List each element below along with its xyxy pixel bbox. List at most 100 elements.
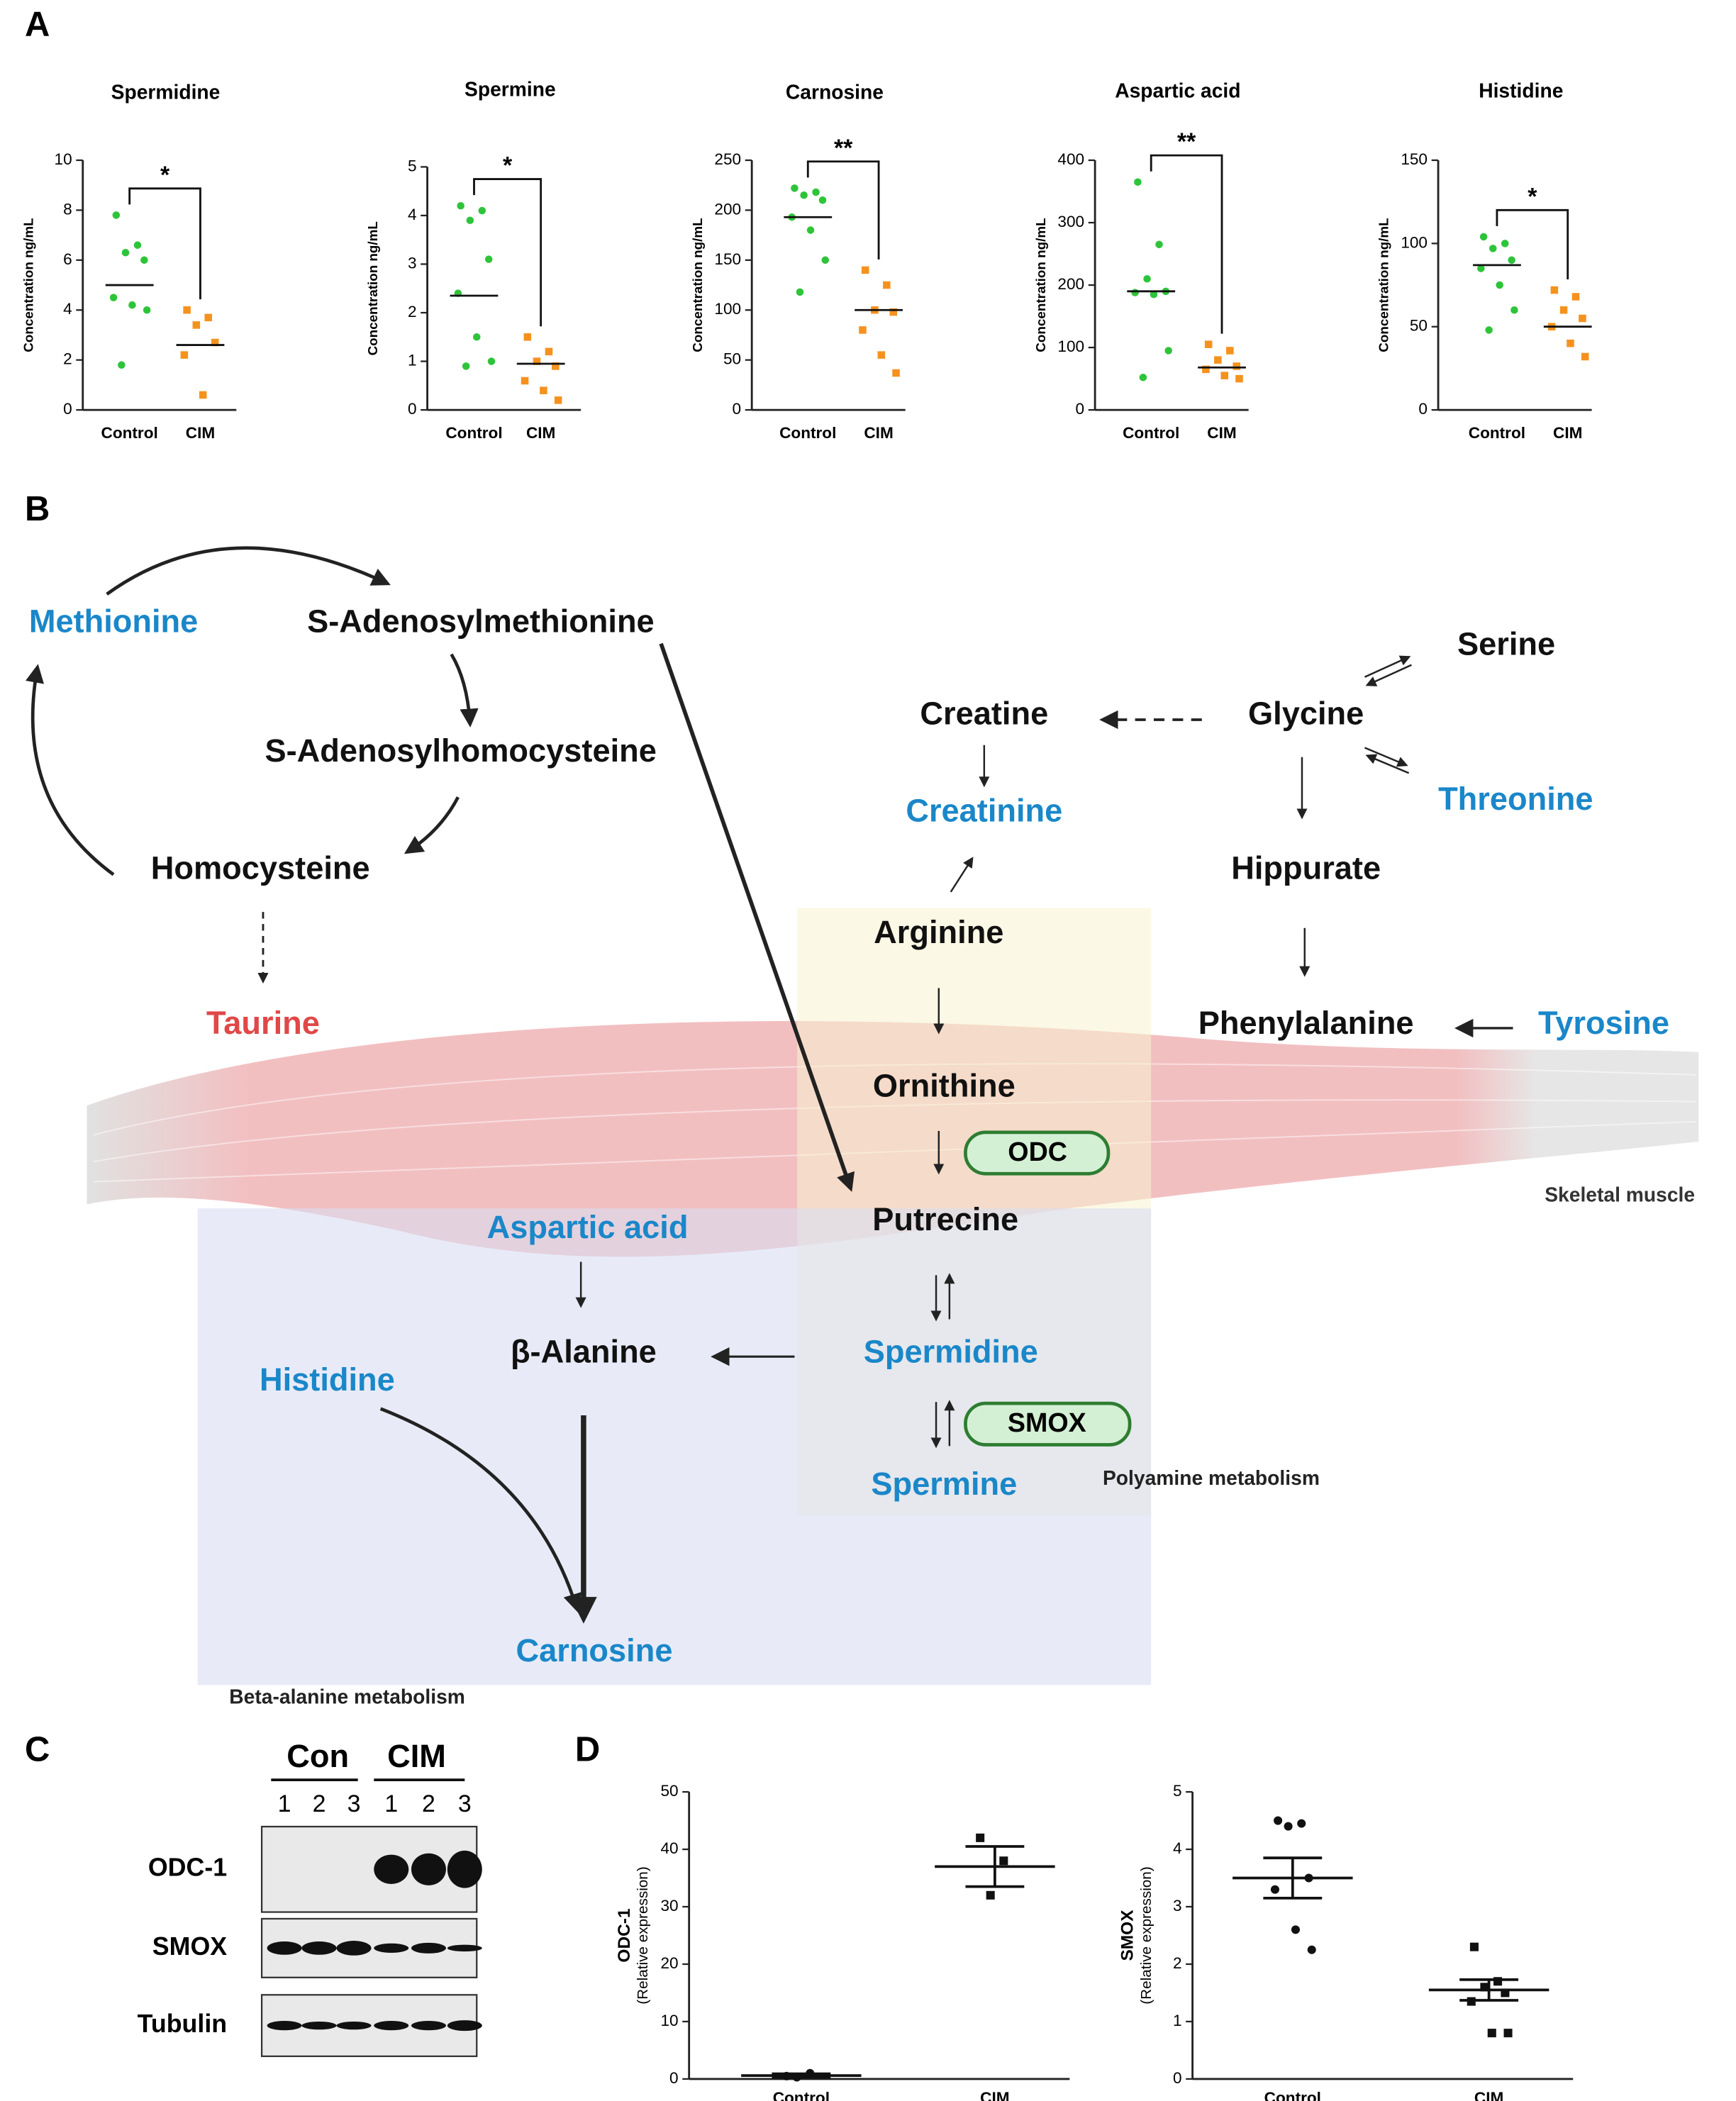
- data-point: [1579, 314, 1586, 323]
- y-tick-label: 50: [723, 350, 741, 368]
- band: [411, 1853, 446, 1885]
- data-point: [1150, 290, 1158, 299]
- data-point: [1496, 281, 1503, 289]
- metabolite: Aspartic acid: [487, 1209, 689, 1245]
- lane-number: 1: [278, 1790, 291, 1817]
- enzyme-label: SMOX: [1008, 1408, 1086, 1437]
- y-tick-label: 5: [1173, 1782, 1182, 1800]
- data-point: [859, 326, 867, 334]
- chart-title: Spermidine: [111, 80, 221, 103]
- data-point: [1503, 2029, 1513, 2038]
- data-point: [1297, 1819, 1306, 1828]
- data-point: [883, 281, 891, 289]
- data-point: [211, 338, 219, 347]
- y-tick-label: 4: [63, 300, 72, 318]
- y-tick-label: 1: [408, 352, 417, 369]
- x-tick-label: CIM: [864, 424, 893, 442]
- data-point: [1131, 289, 1139, 296]
- data-point: [821, 256, 830, 264]
- metabolite: Putrecine: [872, 1201, 1018, 1237]
- lane-number: 3: [347, 1790, 361, 1817]
- band: [267, 1941, 302, 1955]
- data-point: [192, 321, 201, 329]
- arrow: [1365, 754, 1410, 774]
- y-tick-label: 100: [1401, 233, 1428, 251]
- significance: **: [834, 135, 853, 162]
- data-point: [889, 308, 898, 316]
- x-tick-label: Control: [1123, 424, 1179, 442]
- y-tick-label: 4: [1173, 1839, 1182, 1857]
- metabolite: Spermidine: [864, 1333, 1038, 1369]
- data-point: [1214, 356, 1222, 364]
- y-axis-label: Concentration ng/mL: [365, 221, 380, 355]
- metabolite: Creatinine: [906, 793, 1062, 829]
- data-point: [521, 377, 529, 385]
- data-point: [1479, 233, 1488, 241]
- y-axis-label: Concentration ng/mL: [1376, 218, 1391, 352]
- y-tick-label: 20: [660, 1954, 678, 1972]
- data-point: [472, 333, 481, 341]
- y-axis-label: Concentration ng/mL: [1033, 218, 1048, 352]
- y-tick-label: 50: [1410, 317, 1428, 335]
- significance: *: [160, 162, 170, 189]
- data-point: [140, 256, 148, 264]
- band: [336, 2021, 372, 2030]
- metabolite: Threonine: [1438, 781, 1593, 817]
- band: [301, 1941, 337, 1955]
- data-point: [892, 369, 900, 377]
- y-tick-label: 200: [714, 200, 741, 218]
- metabolite: Hippurate: [1231, 850, 1381, 886]
- metabolite: Taurine: [206, 1005, 320, 1041]
- y-tick-label: 3: [1173, 1897, 1182, 1915]
- band: [374, 2021, 409, 2031]
- region-label: Polyamine metabolism: [1103, 1466, 1320, 1489]
- data-point: [143, 306, 151, 314]
- band: [336, 1941, 372, 1956]
- x-tick-label: Control: [1264, 2089, 1321, 2101]
- y-axis-label: ODC-1: [615, 1908, 634, 1962]
- arrow: [1364, 747, 1408, 767]
- x-tick-label: CIM: [186, 424, 215, 442]
- data-point: [1487, 2029, 1496, 2038]
- y-tick-label: 0: [669, 2069, 679, 2087]
- data-point: [133, 241, 142, 249]
- row-label: Tubulin: [138, 2010, 227, 2038]
- metabolite: Ornithine: [873, 1068, 1016, 1104]
- data-point: [1489, 245, 1497, 252]
- arrow: [106, 546, 391, 596]
- significance: *: [1528, 183, 1537, 210]
- significance-bracket: [1150, 154, 1223, 334]
- data-point: [1226, 347, 1234, 355]
- y-tick-label: 40: [660, 1839, 678, 1857]
- data-point: [1581, 352, 1589, 361]
- panel-label: D: [575, 1731, 600, 1769]
- y-tick-label: 0: [1075, 400, 1084, 418]
- metabolite: Homocysteine: [151, 850, 370, 886]
- x-tick-label: CIM: [1207, 424, 1236, 442]
- data-point: [1477, 264, 1485, 272]
- x-tick-label: CIM: [1474, 2089, 1503, 2101]
- data-point: [552, 362, 560, 370]
- band: [447, 1944, 482, 1952]
- x-tick-label: CIM: [526, 424, 555, 442]
- significance: **: [1177, 128, 1196, 155]
- data-point: [877, 351, 886, 359]
- y-tick-label: 150: [1401, 150, 1428, 168]
- data-point: [1550, 286, 1559, 294]
- data-point: [806, 226, 815, 234]
- y-tick-label: 30: [660, 1897, 678, 1915]
- band: [411, 2021, 446, 2031]
- metabolite: β-Alanine: [511, 1333, 657, 1369]
- arrow: [1365, 664, 1412, 686]
- arrow: [659, 642, 855, 1192]
- data-point: [462, 362, 470, 370]
- data-point: [1559, 306, 1568, 314]
- data-point: [1143, 274, 1151, 283]
- enzyme-box: [964, 1401, 1132, 1447]
- chart-title: Histidine: [1479, 79, 1563, 101]
- data-point: [999, 1856, 1008, 1866]
- data-point: [204, 313, 213, 322]
- y-tick-label: 0: [63, 400, 72, 418]
- arrow: [1364, 655, 1411, 678]
